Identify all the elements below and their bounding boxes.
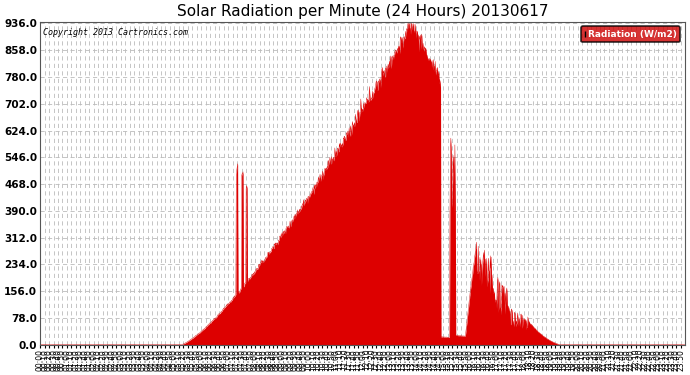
Text: Copyright 2013 Cartronics.com: Copyright 2013 Cartronics.com [43, 28, 188, 37]
Legend: Radiation (W/m2): Radiation (W/m2) [582, 26, 680, 42]
Title: Solar Radiation per Minute (24 Hours) 20130617: Solar Radiation per Minute (24 Hours) 20… [177, 4, 548, 19]
